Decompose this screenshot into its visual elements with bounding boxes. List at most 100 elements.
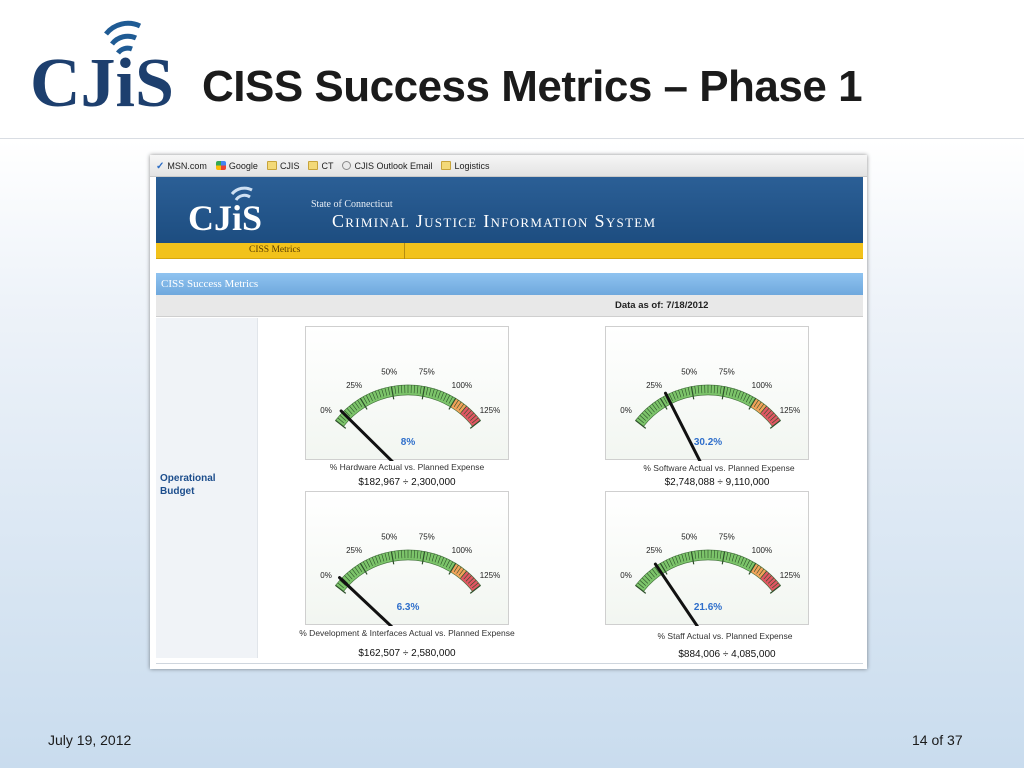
gauge-tick-label: 100% — [752, 381, 772, 390]
gauge-tick — [443, 393, 448, 401]
bookmark-logistics[interactable]: Logistics — [441, 161, 490, 171]
gauge-tick — [701, 550, 703, 559]
gauge-tick — [684, 387, 688, 396]
gauge-tick — [690, 551, 695, 565]
gauge-tick — [469, 419, 481, 429]
gauge-tick — [716, 385, 719, 394]
gauge-tick — [675, 390, 679, 399]
gauge-tick — [639, 580, 646, 586]
gauge-tick — [770, 580, 777, 586]
gauge-tick — [725, 387, 729, 396]
gauge-tick — [671, 392, 676, 400]
gauge-tick — [431, 553, 435, 562]
bookmark-google[interactable]: Google — [215, 161, 258, 171]
gauge-tick — [721, 386, 726, 400]
gauge-tick — [359, 562, 368, 575]
gauge-tick — [654, 566, 660, 574]
bookmark-cjis[interactable]: CJIS — [266, 161, 299, 171]
site-logo-text: CJiS — [188, 198, 262, 238]
gauge-tick — [644, 410, 651, 417]
gauge-tick — [346, 408, 353, 415]
gauge-tick — [467, 412, 475, 419]
data-as-of: Data as of: 7/18/2012 — [615, 300, 709, 311]
gauge-tick — [344, 410, 351, 417]
gauge-tick — [390, 386, 395, 400]
gauge-tick — [769, 584, 781, 594]
gauge-software: 0% 25% 50% 75% 100% 125% 30.2% — [605, 326, 809, 461]
folder-icon — [441, 161, 452, 170]
gauge-tick — [649, 570, 655, 578]
gauge-tick — [401, 550, 403, 559]
gauge-tick — [716, 550, 719, 559]
gauge-label: % Hardware Actual vs. Planned Expense — [329, 462, 485, 472]
bookmark-outlook[interactable]: CJIS Outlook Email — [342, 161, 432, 171]
gauge-tick — [713, 550, 715, 559]
gauge-tick — [337, 417, 344, 424]
gauge-tick — [668, 558, 673, 566]
gauge-tick — [354, 566, 360, 574]
gauge-tick — [458, 568, 465, 576]
category-column: Operational Budget — [156, 318, 258, 658]
gauge-tick — [635, 419, 647, 429]
gauge-calc: $162,507 ÷ 2,580,000 — [358, 648, 456, 659]
gauge-tick — [646, 573, 653, 580]
gauge-tick — [421, 551, 426, 565]
gauge-tick — [662, 561, 668, 569]
gauge-tick — [469, 584, 481, 594]
gauge-tick — [428, 387, 432, 396]
gauge-dial: 0% 25% 50% 75% 100% 125% 30.2% — [620, 368, 800, 461]
gauge-tick — [448, 561, 454, 569]
gauge-tick-label: 75% — [719, 368, 735, 377]
gauge-tick — [453, 564, 459, 572]
gauge-tick — [743, 393, 748, 401]
gauge-tick — [470, 580, 477, 586]
gauge-tick — [687, 552, 691, 561]
gauge-tick — [719, 385, 722, 394]
gauge-tick — [765, 410, 772, 417]
gauge-tick — [472, 417, 479, 424]
gauge-tick — [371, 392, 376, 400]
bookmark-ct[interactable]: CT — [308, 161, 333, 171]
gauge-tick-label: 125% — [780, 406, 800, 415]
category-label: Operational Budget — [160, 473, 216, 497]
gauge-tick — [753, 564, 759, 572]
gauge-tick — [375, 555, 379, 564]
gauge-tick — [354, 401, 360, 409]
gauge-tick — [763, 573, 770, 580]
gauge-tick — [387, 387, 391, 396]
gauge-tick — [419, 385, 422, 394]
gauge-tick-label: 125% — [480, 406, 500, 415]
section-title: CISS Success Metrics — [156, 273, 863, 295]
bookmark-msn[interactable]: ✓ MSN.com — [156, 160, 207, 173]
gauge-value: 30.2% — [694, 437, 722, 448]
gauge-tick — [456, 401, 462, 409]
gauge-tick — [745, 559, 751, 568]
gauge-tick-label: 100% — [752, 546, 772, 555]
logo-text: CJiS — [30, 45, 173, 122]
gauge-tick — [357, 564, 363, 572]
gauge-tick — [767, 577, 775, 584]
gauge-tick — [431, 388, 435, 397]
gauge-tick — [413, 550, 415, 559]
tab-ciss-metrics[interactable]: CISS Metrics — [242, 243, 405, 259]
gauge-tick — [678, 389, 682, 398]
gauge-tick — [419, 550, 422, 559]
gauge-tick-label: 50% — [381, 533, 397, 542]
gauge-tick — [767, 412, 775, 419]
gauge-tick — [346, 573, 353, 580]
gauge-tick — [349, 405, 355, 413]
browser-screenshot: ✓ MSN.com Google CJIS CT CJIS Outlook Ema… — [150, 155, 867, 669]
gauge-tick — [662, 396, 668, 404]
gauge-tick — [335, 419, 347, 429]
gauge-tick — [445, 394, 451, 403]
gauge-tick — [371, 557, 376, 565]
gauge-tick-label: 25% — [646, 381, 662, 390]
gauge-tick — [665, 559, 671, 568]
cjis-logo: CJiS — [30, 20, 173, 122]
gauge-tick — [719, 550, 722, 559]
gauge-tick — [458, 403, 465, 411]
gauge-tick-label: 125% — [780, 571, 800, 580]
gauge-dial: 0% 25% 50% 75% 100% 125% 21.6% — [620, 533, 800, 626]
gauge-tick — [657, 399, 663, 407]
gauge-tick — [368, 393, 373, 401]
